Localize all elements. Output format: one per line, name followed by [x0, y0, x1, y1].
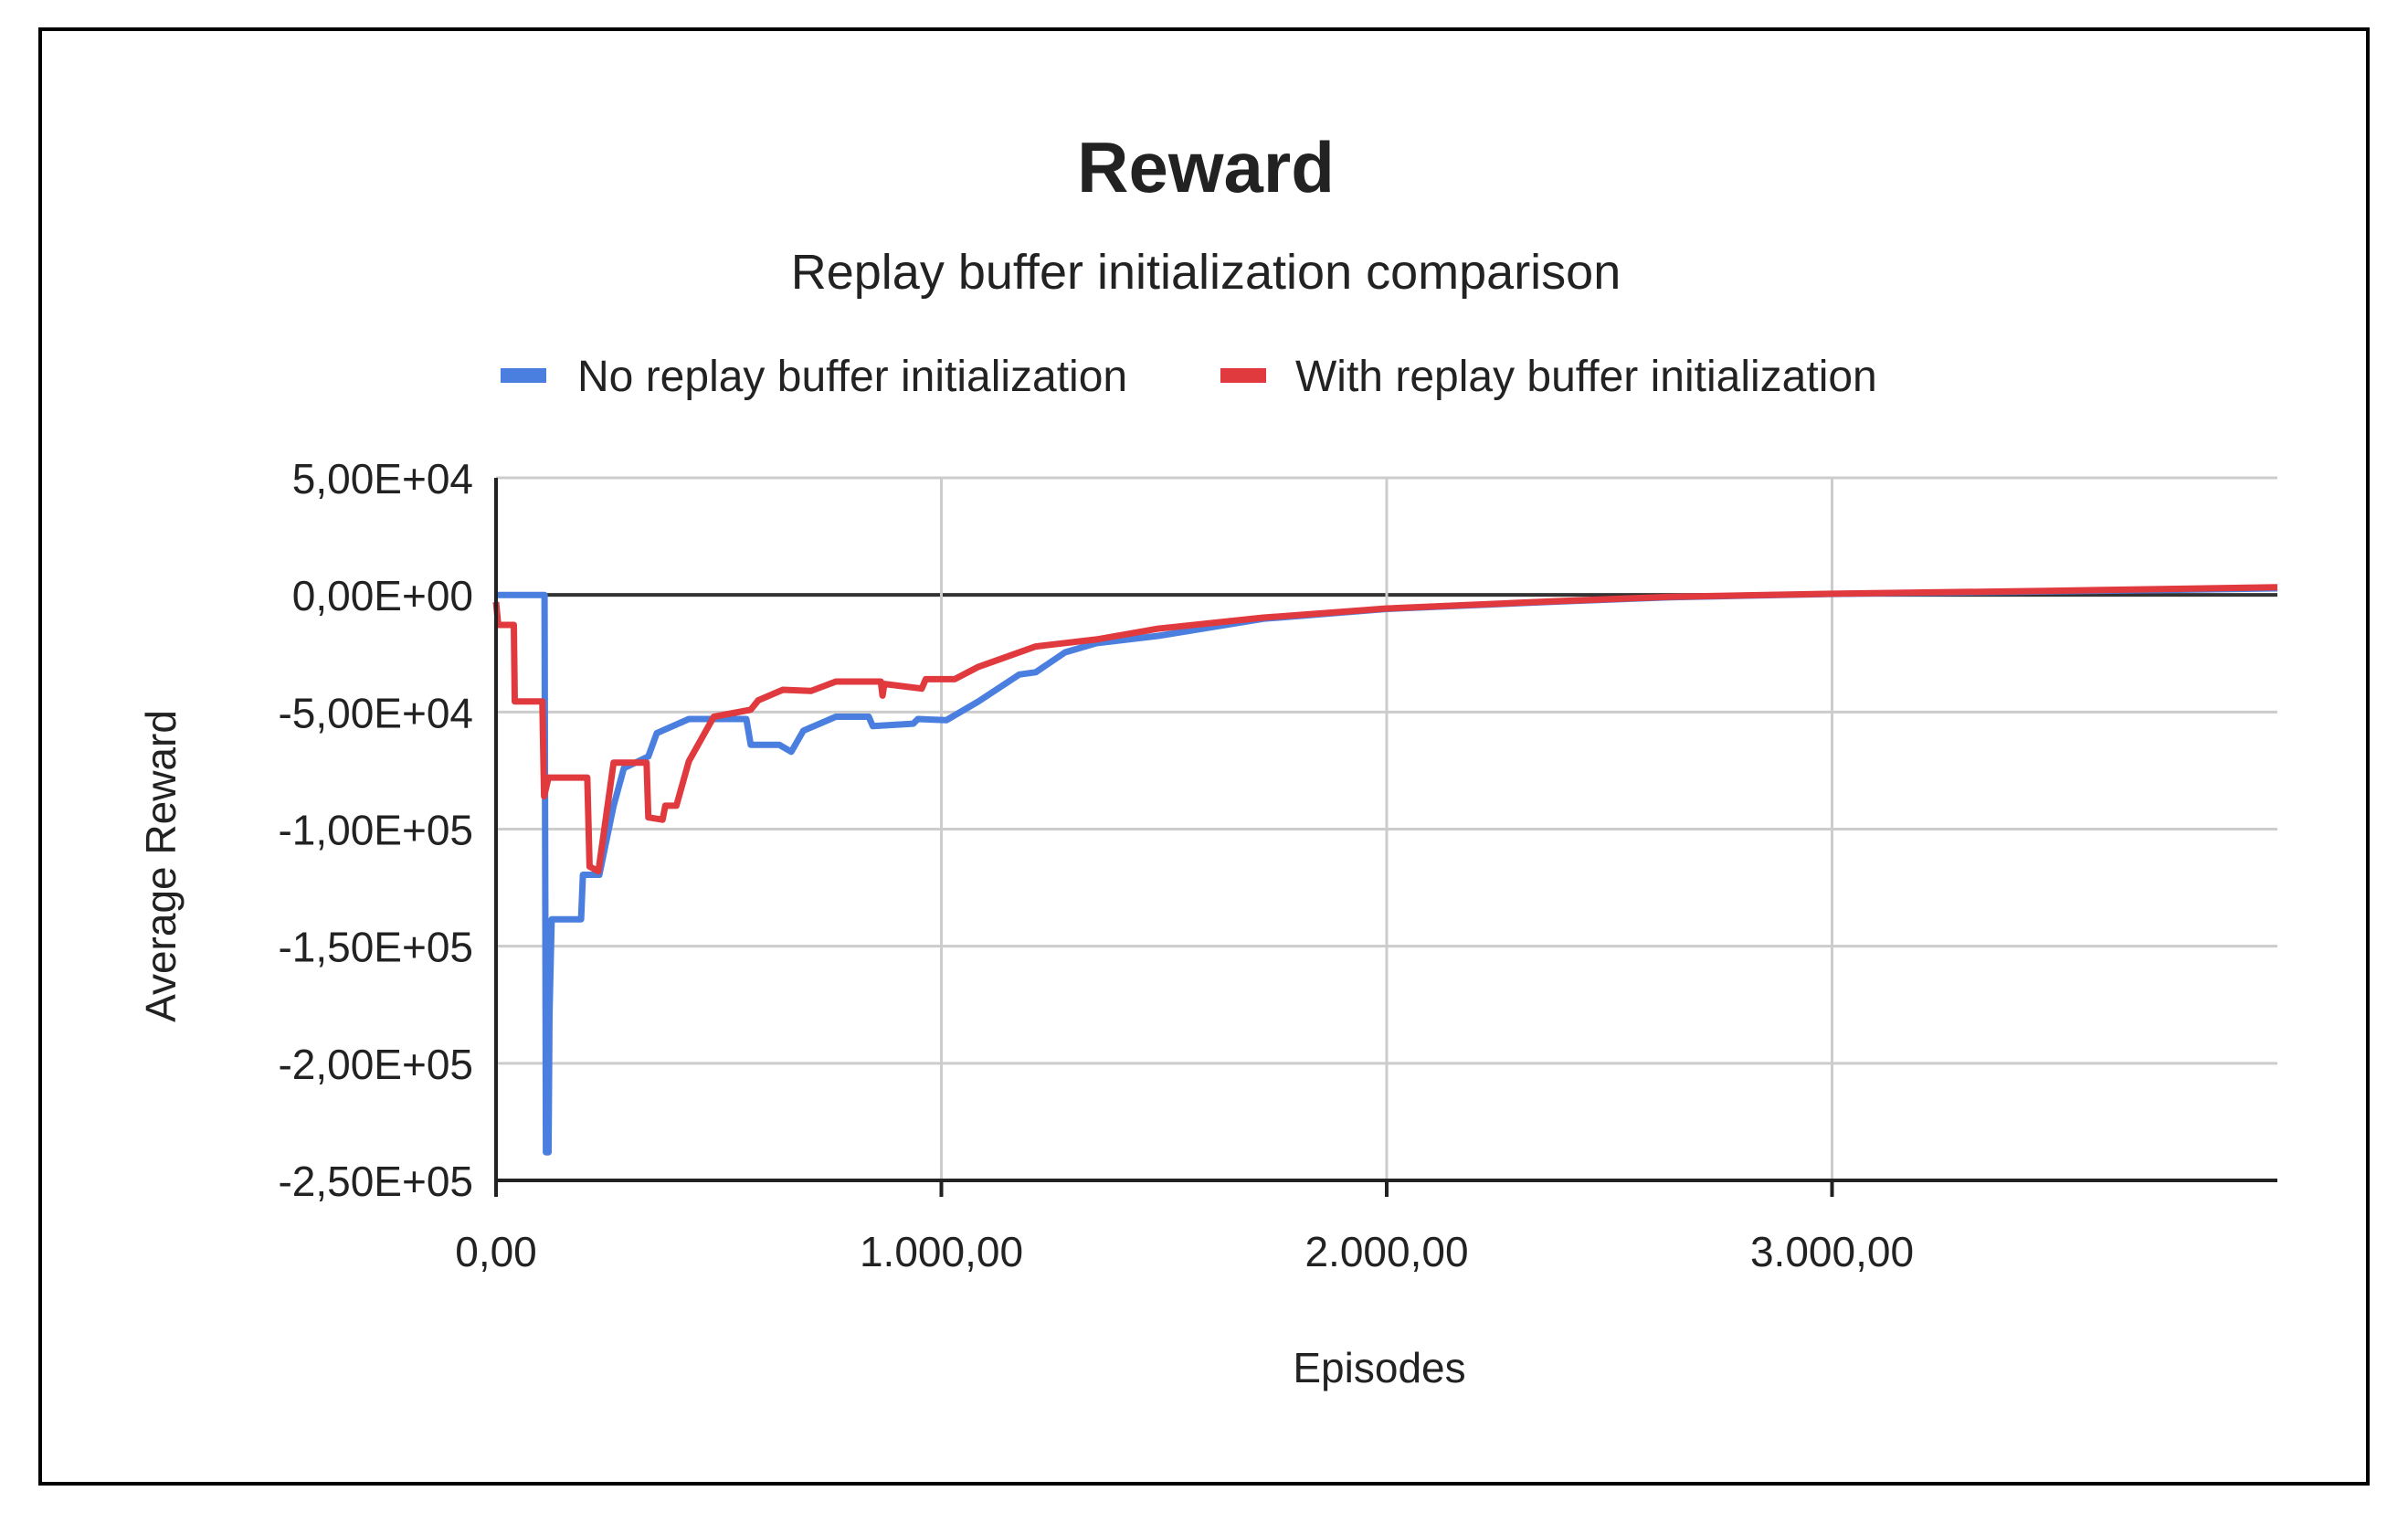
x-tick-label: 3.000,00	[1750, 1228, 1914, 1275]
legend-label-with-init: With replay buffer initialization	[1295, 353, 1877, 401]
y-axis-ticks: 5,00E+04 0,00E+00 -5,00E+04 -1,00E+05 -1,50E…	[278, 455, 473, 1205]
y-tick-label: -1,50E+05	[278, 924, 473, 971]
series-line-with-init	[492, 584, 2278, 875]
y-tick-label: -2,00E+05	[278, 1041, 473, 1088]
y-tick-label: -2,50E+05	[278, 1158, 473, 1205]
y-tick-label: 5,00E+04	[292, 455, 473, 502]
legend-label-no-init: No replay buffer initialization	[577, 353, 1127, 401]
x-tick-label: 1.000,00	[860, 1228, 1023, 1275]
y-tick-label: -1,00E+05	[278, 807, 473, 854]
series-lines	[492, 584, 2278, 1156]
y-axis-label: Average Reward	[137, 710, 185, 1022]
x-tick-label: 0,00	[455, 1228, 537, 1275]
x-axis-label: Episodes	[1293, 1344, 1465, 1391]
chart-frame	[38, 27, 2370, 1486]
gridlines	[496, 476, 2277, 1182]
y-tick-label: -5,00E+04	[278, 689, 473, 736]
x-tick-label: 2.000,00	[1304, 1228, 1468, 1275]
chart-title: Reward	[1077, 127, 1335, 207]
legend-swatch-no-init	[501, 368, 546, 383]
legend: No replay buffer initialization With rep…	[501, 353, 1877, 401]
legend-swatch-with-init	[1220, 368, 1266, 383]
chart-subtitle: Replay buffer initialization comparison	[791, 245, 1621, 300]
axes	[494, 478, 2277, 1182]
x-axis-ticks: 0,00 1.000,00 2.000,00 3.000,00	[455, 1180, 1914, 1275]
y-tick-label: 0,00E+00	[292, 572, 473, 619]
